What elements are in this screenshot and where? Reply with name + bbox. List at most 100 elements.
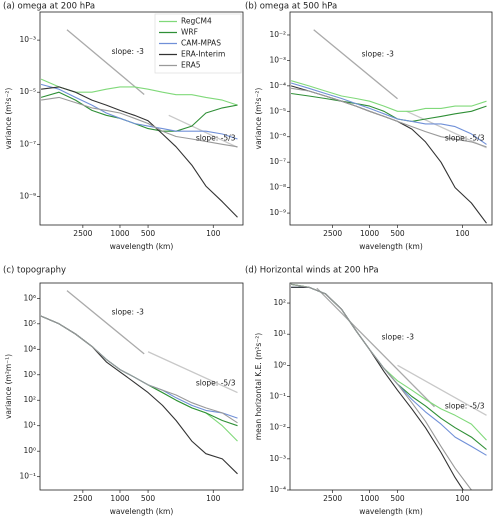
y-tick-label: 10⁻⁵ — [269, 106, 286, 115]
reference-line — [66, 29, 145, 95]
x-tick-label: 100 — [206, 229, 221, 238]
series-line — [290, 82, 487, 145]
series-line — [291, 286, 464, 490]
y-tick-label: 10⁻³ — [19, 35, 36, 44]
panel-title: (a) omega at 200 hPa — [3, 2, 95, 12]
y-axis-label: variance (m²s⁻²) — [4, 88, 13, 150]
panel-title: (d) Horizontal winds at 200 hPa — [245, 266, 379, 276]
legend-label: RegCM4 — [181, 17, 212, 26]
series-line — [291, 87, 487, 148]
y-tick-label: 10² — [23, 395, 36, 404]
panel-title: (c) topography — [3, 266, 66, 276]
reference-label: slope: -3 — [112, 47, 145, 56]
reference-line — [316, 287, 435, 408]
series-line — [40, 91, 238, 132]
axes-frame — [289, 11, 493, 226]
plot-area — [290, 29, 487, 224]
series-line — [41, 86, 238, 218]
y-tick-label: 10⁻⁴ — [269, 485, 286, 494]
series-line — [290, 80, 487, 112]
x-tick-label: 1000 — [110, 494, 129, 503]
x-axis-label: wavelength (km) — [110, 242, 174, 251]
series-line — [40, 315, 238, 424]
series-line — [291, 283, 487, 450]
y-tick-label: 10⁻⁷ — [19, 139, 36, 148]
y-tick-label: 10³ — [23, 370, 36, 379]
series-line — [291, 286, 487, 456]
series-line — [40, 315, 238, 475]
x-axis-label: wavelength (km) — [359, 242, 423, 251]
y-tick-label: 10⁴ — [23, 344, 36, 353]
axes-frame — [39, 11, 244, 226]
y-tick-label: 10⁻⁵ — [19, 87, 36, 96]
panel-title: (b) omega at 500 hPa — [245, 2, 337, 12]
series-line — [291, 283, 487, 441]
y-tick-label: 10⁻² — [269, 423, 286, 432]
reference-line — [66, 290, 145, 355]
y-tick-label: 10⁻¹ — [269, 392, 286, 401]
y-tick-label: 10⁻² — [269, 30, 286, 39]
axes-frame — [39, 282, 244, 491]
legend-label: WRF — [181, 28, 198, 37]
y-tick-label: 10⁰ — [23, 446, 36, 455]
reference-label: slope: -5/3 — [445, 134, 485, 143]
y-tick-label: 10⁻¹ — [19, 472, 36, 481]
x-tick-label: 500 — [390, 494, 405, 503]
reference-label: slope: -3 — [112, 307, 145, 316]
y-axis-label: mean horizontal K.E. (m²s⁻²) — [254, 333, 263, 440]
legend-label: ERA5 — [181, 61, 201, 70]
y-tick-label: 10⁻³ — [269, 454, 286, 463]
x-tick-label: 2500 — [73, 229, 92, 238]
x-tick-label: 500 — [141, 494, 156, 503]
y-tick-label: 10⁻⁸ — [269, 183, 286, 192]
plot-area — [40, 290, 238, 475]
y-tick-label: 10⁵ — [23, 319, 36, 328]
x-tick-label: 1000 — [110, 229, 129, 238]
y-tick-label: 10¹ — [273, 329, 286, 338]
y-tick-label: 10⁻³ — [269, 55, 286, 64]
x-axis-label: wavelength (km) — [359, 507, 423, 516]
legend-label: ERA-Interim — [181, 50, 225, 59]
x-axis-label: wavelength (km) — [110, 507, 174, 516]
x-tick-label: 100 — [206, 494, 221, 503]
y-tick-label: 10⁻⁷ — [269, 157, 286, 166]
series-line — [40, 315, 238, 427]
reference-label: slope: -3 — [362, 49, 395, 58]
reference-label: slope: -5/3 — [196, 379, 236, 388]
series-line — [41, 96, 238, 148]
x-tick-label: 100 — [455, 494, 470, 503]
reference-line — [147, 351, 238, 394]
plot-area — [291, 283, 487, 490]
y-axis-label: variance (m²s⁻²) — [254, 88, 263, 150]
x-tick-label: 500 — [390, 229, 405, 238]
x-tick-label: 1000 — [360, 494, 379, 503]
y-tick-label: 10⁰ — [273, 360, 286, 369]
x-tick-label: 2500 — [323, 494, 342, 503]
plot-area — [40, 29, 238, 218]
reference-line — [313, 29, 398, 100]
y-axis-label: variance (m²m⁻¹) — [4, 354, 13, 419]
y-tick-label: 10⁶ — [23, 293, 36, 302]
reference-label: slope: -3 — [382, 332, 415, 341]
series-line — [40, 83, 238, 140]
y-tick-label: 10⁻⁹ — [269, 208, 286, 217]
y-tick-label: 10¹ — [23, 421, 36, 430]
x-tick-label: 500 — [141, 229, 156, 238]
reference-line — [397, 364, 487, 416]
y-tick-label: 10⁻⁹ — [19, 191, 36, 200]
series-line — [40, 78, 238, 106]
x-tick-label: 1000 — [360, 229, 379, 238]
series-line — [291, 92, 487, 122]
x-tick-label: 2500 — [323, 229, 342, 238]
reference-label: slope: -5/3 — [445, 401, 485, 410]
axes-frame — [289, 282, 493, 491]
y-tick-label: 10⁻⁶ — [269, 132, 286, 141]
reference-line — [406, 110, 487, 149]
series-line — [291, 283, 473, 490]
x-tick-label: 100 — [455, 229, 470, 238]
legend-label: CAM-MPAS — [181, 39, 221, 48]
y-tick-label: 10⁻⁴ — [269, 81, 286, 90]
y-tick-label: 10² — [273, 298, 286, 307]
x-tick-label: 2500 — [73, 494, 92, 503]
